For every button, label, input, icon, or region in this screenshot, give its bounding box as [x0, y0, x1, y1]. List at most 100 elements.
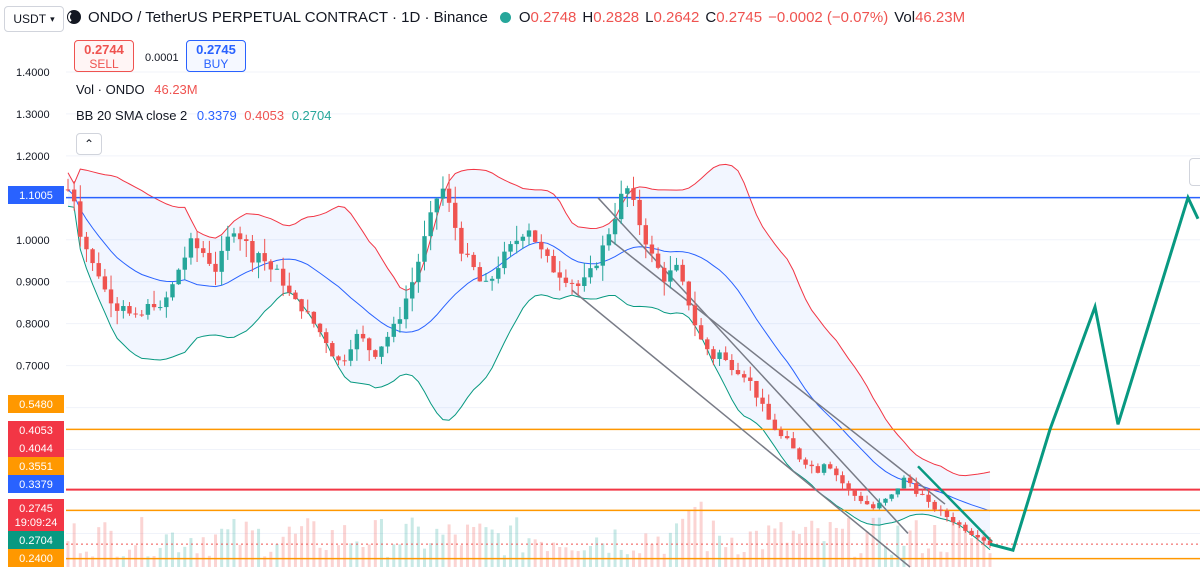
- candle-body: [496, 268, 501, 279]
- candle-body: [176, 269, 181, 285]
- volume-indicator-legend[interactable]: Vol · ONDO 46.23M: [76, 82, 198, 97]
- volume-bar: [330, 530, 334, 567]
- volume-bar: [558, 546, 562, 567]
- volume-bar: [269, 551, 273, 567]
- chevron-down-icon: ▾: [50, 13, 55, 24]
- candle-body: [114, 303, 120, 311]
- sell-button[interactable]: 0.2744 SELL: [74, 40, 134, 72]
- volume-bar: [164, 534, 168, 567]
- candle-body: [680, 264, 685, 282]
- candle-body: [299, 299, 304, 312]
- candle-body: [330, 343, 335, 357]
- volume-bar: [91, 556, 95, 567]
- price-scale-tag: [8, 513, 64, 531]
- axis-tick-label: 1.3000: [16, 109, 50, 121]
- volume-bar: [638, 553, 642, 567]
- volume-bar: [435, 528, 439, 567]
- candle-body: [145, 304, 151, 315]
- candle-body: [520, 236, 526, 241]
- collapse-legend-button[interactable]: ⌃: [76, 133, 102, 155]
- volume-bar: [373, 520, 377, 567]
- candle-body: [219, 250, 224, 272]
- volume-bar: [853, 556, 857, 567]
- bb-indicator-legend[interactable]: BB 20 SMA close 2 0.3379 0.4053 0.2704: [76, 108, 332, 123]
- volume-bar: [115, 556, 119, 567]
- channel-line: [609, 239, 946, 505]
- candle-body: [600, 245, 605, 266]
- candle-body: [453, 202, 458, 228]
- candle-body: [920, 493, 925, 495]
- pair-selector[interactable]: USDT ▾: [4, 6, 64, 32]
- volume-bar: [920, 553, 924, 567]
- volume-bar: [349, 543, 353, 567]
- volume-bar: [398, 544, 402, 567]
- volume-bar: [496, 533, 500, 567]
- symbol-title[interactable]: ONDO / TetherUS PERPETUAL CONTRACT · 1D …: [88, 8, 488, 26]
- right-panel-handle[interactable]: [1189, 158, 1200, 186]
- candle-body: [871, 504, 876, 509]
- candle-body: [643, 225, 648, 245]
- candle-body: [569, 282, 575, 284]
- volume-bar: [447, 524, 451, 567]
- candle-body: [102, 276, 108, 290]
- candle-body: [139, 314, 144, 316]
- candle-body: [127, 306, 132, 314]
- candle-body: [96, 263, 101, 277]
- candle-body: [864, 501, 870, 505]
- candle-body: [256, 253, 261, 263]
- candle-body: [698, 325, 704, 340]
- price-scale-tag: [8, 186, 64, 204]
- candle-body: [231, 233, 237, 237]
- volume-bar: [865, 531, 869, 567]
- chevron-up-icon: ⌃: [83, 137, 95, 151]
- candle-body: [655, 253, 661, 268]
- candle-body: [477, 267, 483, 282]
- candle-body: [963, 524, 968, 531]
- candle-body: [71, 189, 77, 202]
- volume-bar: [121, 556, 125, 567]
- price-scale-tag: [8, 395, 64, 413]
- candle-body: [612, 219, 618, 235]
- candle-body: [944, 510, 950, 518]
- candle-body: [563, 277, 569, 283]
- candle-body: [981, 537, 987, 541]
- price-scale-tag-label: 0.4053: [19, 425, 53, 437]
- volume-bar: [718, 535, 722, 567]
- candle-body: [207, 252, 212, 264]
- projection-path: [989, 193, 1200, 553]
- volume-bar: [367, 544, 371, 567]
- volume-bar: [170, 532, 174, 567]
- bb-lower-line: [67, 205, 991, 551]
- candle-body: [914, 483, 919, 494]
- volume-bar: [214, 534, 218, 567]
- candle-body: [434, 198, 439, 213]
- volume-bar: [662, 553, 666, 567]
- volume-bar: [195, 553, 199, 567]
- volume-bar: [146, 556, 150, 567]
- ohlc-c: C0.2745: [705, 8, 763, 26]
- volume-bar: [177, 552, 181, 567]
- volume-bar: [490, 529, 494, 567]
- volume-bar: [767, 525, 771, 567]
- volume-bar: [816, 528, 820, 567]
- volume-bar: [871, 517, 875, 567]
- candle-body: [827, 464, 833, 469]
- candle-body: [852, 490, 857, 496]
- candle-body: [803, 459, 808, 465]
- volume-bar: [724, 547, 728, 567]
- volume-bar: [306, 518, 310, 567]
- candle-body: [551, 255, 556, 273]
- candle-body: [575, 283, 581, 287]
- candle-body: [213, 263, 218, 272]
- candle-body: [84, 236, 89, 250]
- bollinger-bands: [67, 163, 991, 551]
- axis-tick-label: 0.8000: [16, 319, 50, 331]
- volume-bar: [484, 527, 488, 567]
- price-scale-tag-label: 0.3551: [19, 461, 53, 473]
- candle-body: [895, 488, 900, 495]
- candle-body: [489, 278, 495, 281]
- candle-body: [164, 297, 169, 308]
- axis-tick-label: 1.2000: [16, 151, 50, 163]
- buy-button[interactable]: 0.2745 BUY: [186, 40, 246, 72]
